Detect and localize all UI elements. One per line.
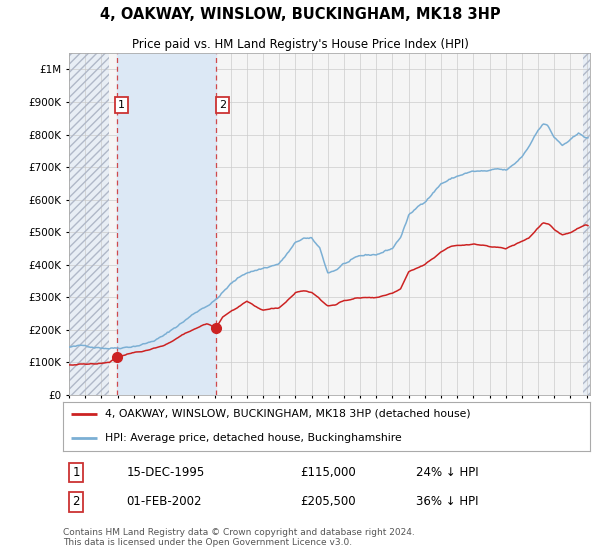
Text: 24% ↓ HPI: 24% ↓ HPI (416, 466, 479, 479)
Text: £205,500: £205,500 (300, 496, 356, 508)
Text: HPI: Average price, detached house, Buckinghamshire: HPI: Average price, detached house, Buck… (105, 433, 402, 444)
Bar (117, 53, 216, 395)
Bar (69, 37, 109, 395)
Text: Price paid vs. HM Land Registry's House Price Index (HPI): Price paid vs. HM Land Registry's House … (131, 38, 469, 51)
Text: 1: 1 (118, 100, 125, 110)
Bar (583, 37, 599, 395)
Text: Contains HM Land Registry data © Crown copyright and database right 2024.
This d: Contains HM Land Registry data © Crown c… (63, 528, 415, 547)
Text: 2: 2 (219, 100, 226, 110)
Text: 2: 2 (73, 496, 80, 508)
Text: 4, OAKWAY, WINSLOW, BUCKINGHAM, MK18 3HP (detached house): 4, OAKWAY, WINSLOW, BUCKINGHAM, MK18 3HP… (105, 409, 471, 419)
Text: 4, OAKWAY, WINSLOW, BUCKINGHAM, MK18 3HP: 4, OAKWAY, WINSLOW, BUCKINGHAM, MK18 3HP (100, 7, 500, 22)
Text: 1: 1 (73, 466, 80, 479)
Text: 15-DEC-1995: 15-DEC-1995 (126, 466, 205, 479)
Bar (583, 37, 599, 395)
Text: £115,000: £115,000 (300, 466, 356, 479)
Bar (69, 37, 109, 395)
Text: 36% ↓ HPI: 36% ↓ HPI (416, 496, 478, 508)
Text: 01-FEB-2002: 01-FEB-2002 (126, 496, 202, 508)
